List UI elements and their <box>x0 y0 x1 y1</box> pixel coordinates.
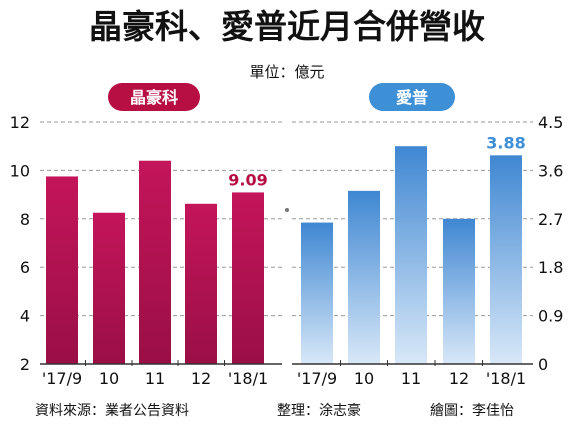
right-bar-4 <box>490 155 522 364</box>
right-category-label: '17/9 <box>297 369 337 388</box>
left-bar-1 <box>93 212 125 364</box>
right-ytick-label: 0.9 <box>538 307 563 326</box>
left-data-label: 9.09 <box>228 170 267 189</box>
chart-title: 晶豪科、愛普近月合併營收 <box>89 7 485 46</box>
right-ytick-label: 3.6 <box>538 161 563 180</box>
right-bar-2 <box>395 146 427 364</box>
legend-left-pill <box>108 83 200 111</box>
left-bar-0 <box>46 176 78 364</box>
left-ytick-label: 4 <box>20 307 30 326</box>
right-bars <box>301 146 522 364</box>
left-ytick-label: 12 <box>10 113 30 132</box>
left-category-label: '18/1 <box>228 369 268 388</box>
left-bar-2 <box>139 160 171 364</box>
right-bar-0 <box>301 222 333 364</box>
axes: 2 4 6 8 10 12 '17/9 10 11 12 '18/1 0 0.9 1.8 2.7 3.6 4.5… <box>10 113 564 388</box>
right-bar-3 <box>443 218 475 364</box>
legend-right-label: 愛普 <box>396 88 428 107</box>
left-ytick-label: 10 <box>10 161 30 180</box>
left-category-label: '17/9 <box>42 369 82 388</box>
legend-left-label: 晶豪科 <box>130 88 178 107</box>
left-bar-3 <box>185 203 217 364</box>
legend-right-pill <box>369 83 455 111</box>
right-ytick-label: 1.8 <box>538 258 563 277</box>
legend-right: 愛普 <box>369 83 455 111</box>
left-ytick-label: 6 <box>20 258 30 277</box>
left-ytick-label: 2 <box>20 355 30 374</box>
right-bar-1 <box>348 190 380 364</box>
right-ytick-label: 0 <box>538 355 548 374</box>
left-category-label: 12 <box>191 369 211 388</box>
footer-artist: 繪圖：李佳怡 <box>430 402 514 419</box>
left-bars <box>46 160 264 364</box>
footer-source: 資料來源：業者公告資料 <box>35 403 189 419</box>
center-dot <box>285 208 289 212</box>
legend-left: 晶豪科 <box>108 83 200 111</box>
right-category-label: 11 <box>401 369 421 388</box>
right-ytick-label: 2.7 <box>538 210 563 229</box>
left-category-label: 11 <box>145 369 165 388</box>
right-ytick-label: 4.5 <box>538 113 563 132</box>
left-ytick-label: 8 <box>20 210 30 229</box>
labels: 9.09 3.88 <box>228 133 525 189</box>
right-category-label: 10 <box>354 369 374 388</box>
right-category-label: '18/1 <box>486 369 526 388</box>
unit-label: 單位：億元 <box>249 63 324 81</box>
right-category-label: 12 <box>449 369 469 388</box>
footer-editor: 整理：涂志豪 <box>277 403 361 419</box>
left-category-label: 10 <box>99 369 119 388</box>
right-data-label: 3.88 <box>486 133 525 152</box>
left-bar-4 <box>232 192 264 364</box>
